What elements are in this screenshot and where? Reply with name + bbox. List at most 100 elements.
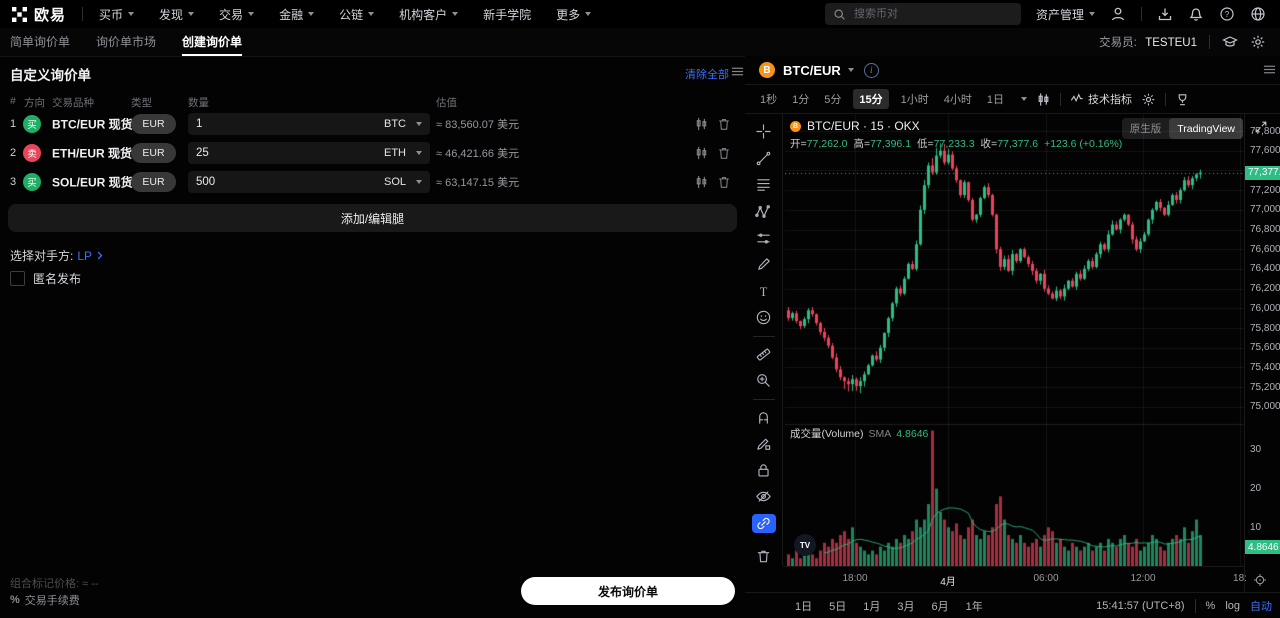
quantity-input[interactable]	[188, 116, 358, 131]
hide-drawings-tool-icon[interactable]	[752, 487, 776, 507]
unit-select[interactable]: ETH	[384, 147, 430, 159]
long-position-tool-icon[interactable]	[752, 228, 776, 248]
timeframe-1分[interactable]: 1分	[792, 94, 810, 106]
indicators-button[interactable]: 技术指标	[1070, 91, 1132, 107]
view-chart-icon[interactable]	[694, 174, 709, 189]
candle-style-icon[interactable]	[1036, 92, 1051, 107]
settings-gear-icon[interactable]	[1250, 34, 1266, 50]
unit-select[interactable]: SOL	[384, 176, 430, 188]
chevron-right-icon[interactable]	[113, 144, 123, 162]
crosshair-tool-icon[interactable]	[752, 122, 776, 142]
quantity-input[interactable]	[188, 145, 358, 160]
clock[interactable]: 15:41:57 (UTC+8)	[1096, 599, 1185, 612]
nav-item-8[interactable]: 更多	[556, 6, 592, 23]
chevron-down-icon[interactable]	[847, 68, 854, 72]
chart-settings-gear-icon[interactable]	[1141, 92, 1156, 107]
tab-3[interactable]: 创建询价单	[182, 28, 243, 56]
time-axis[interactable]: 18:00 4月 06:00 12:00 18:	[783, 566, 1247, 593]
view-chart-icon[interactable]	[694, 145, 709, 160]
publish-rfq-button[interactable]: 发布询价单	[521, 577, 735, 605]
pair-label[interactable]: BTC/EUR 现货	[52, 117, 133, 131]
profile-icon[interactable]	[1110, 6, 1126, 22]
nav-item-3[interactable]: 交易	[219, 6, 255, 23]
ruler-tool-icon[interactable]	[752, 344, 776, 364]
tab-2[interactable]: 询价单市场	[96, 34, 157, 49]
chevron-right-icon[interactable]	[113, 115, 123, 133]
timeframe-4小时[interactable]: 4小时	[943, 94, 972, 106]
timeframe-15分[interactable]: 15分	[853, 89, 889, 109]
chart-menu-icon[interactable]	[1263, 63, 1276, 76]
reset-chart-icon[interactable]	[1253, 573, 1267, 587]
search-input[interactable]	[851, 7, 996, 21]
range-5日[interactable]: 5日	[829, 600, 847, 613]
fullscreen-icon[interactable]	[1254, 120, 1268, 134]
range-6月[interactable]: 6月	[931, 600, 949, 613]
view-chart-icon[interactable]	[694, 116, 709, 131]
timeframe-1小时[interactable]: 1小时	[900, 94, 929, 106]
chart-symbol[interactable]: BTC/EUR	[783, 62, 841, 78]
quantity-input[interactable]	[188, 174, 358, 189]
delete-leg-icon[interactable]	[717, 146, 731, 160]
trading-competition-icon[interactable]	[1175, 92, 1190, 107]
assets-menu[interactable]: 资产管理	[1036, 6, 1095, 23]
percent-scale-button[interactable]: %	[1205, 599, 1216, 612]
pair-label[interactable]: ETH/EUR 现货	[52, 146, 133, 160]
anonymous-checkbox[interactable]	[10, 271, 25, 286]
nav-item-7[interactable]: 新手学院	[483, 6, 531, 23]
price-chart-canvas[interactable]	[785, 114, 1244, 566]
nav-item-1[interactable]: 买币	[99, 6, 135, 23]
brush-tool-icon[interactable]	[752, 255, 776, 275]
fib-retracement-tool-icon[interactable]	[752, 175, 776, 195]
nav-item-4[interactable]: 金融	[279, 6, 315, 23]
delete-leg-icon[interactable]	[717, 175, 731, 189]
panel-menu-icon[interactable]	[731, 65, 744, 78]
range-1月[interactable]: 1月	[863, 600, 881, 613]
nav-item-6[interactable]: 机构客户	[399, 6, 459, 23]
range-1日[interactable]: 1日	[795, 600, 813, 613]
drawing-mode-tool-icon[interactable]	[752, 434, 776, 454]
pair-label[interactable]: SOL/EUR 现货	[52, 175, 133, 189]
timeframe-5分[interactable]: 5分	[824, 94, 842, 106]
add-edit-legs-button[interactable]: 添加/编辑腿	[8, 204, 737, 232]
sync-drawings-tool-icon[interactable]	[751, 513, 776, 534]
nav-item-5[interactable]: 公链	[339, 6, 375, 23]
xabcd-pattern-tool-icon[interactable]	[752, 202, 776, 222]
emoji-tool-icon[interactable]	[752, 308, 776, 328]
search-box[interactable]	[824, 3, 1021, 25]
range-3月[interactable]: 3月	[897, 600, 915, 613]
quantity-field[interactable]: SOL	[188, 170, 430, 193]
text-tool-icon[interactable]: T	[752, 281, 776, 301]
fee-row[interactable]: % 交易手续费	[10, 592, 80, 608]
clear-all-link[interactable]: 清除全部	[685, 69, 729, 81]
delete-leg-icon[interactable]	[717, 117, 731, 131]
unit-select[interactable]: BTC	[384, 118, 430, 130]
magnet-tool-icon[interactable]	[752, 407, 776, 427]
info-icon[interactable]: i	[863, 62, 879, 78]
timeframe-1日[interactable]: 1日	[986, 94, 1004, 106]
counterparty-link[interactable]: LP	[77, 249, 105, 263]
type-pill[interactable]: EUR	[131, 171, 176, 192]
zoom-in-tool-icon[interactable]	[752, 371, 776, 391]
tutorial-hat-icon[interactable]	[1222, 34, 1238, 50]
auto-scale-button[interactable]: 自动	[1250, 600, 1272, 613]
help-icon[interactable]: ?	[1219, 6, 1235, 22]
chevron-right-icon[interactable]	[113, 173, 123, 191]
range-1年[interactable]: 1年	[965, 600, 983, 613]
trend-line-tool-icon[interactable]	[752, 149, 776, 169]
nav-item-2[interactable]: 发现	[159, 6, 195, 23]
lock-drawings-tool-icon[interactable]	[752, 461, 776, 481]
okx-logo[interactable]: 欧易	[0, 4, 66, 25]
remove-drawings-tool-icon[interactable]	[752, 546, 776, 566]
notifications-icon[interactable]	[1188, 6, 1204, 22]
interval-dropdown-icon[interactable]	[1021, 97, 1027, 101]
quantity-field[interactable]: BTC	[188, 112, 430, 135]
tab-1[interactable]: 简单询价单	[10, 34, 71, 49]
language-globe-icon[interactable]	[1250, 6, 1266, 22]
download-app-icon[interactable]	[1157, 6, 1173, 22]
type-pill[interactable]: EUR	[131, 142, 176, 163]
quantity-field[interactable]: ETH	[188, 141, 430, 164]
timeframe-1秒[interactable]: 1秒	[760, 94, 778, 106]
log-scale-button[interactable]: log	[1225, 599, 1240, 612]
tradingview-logo[interactable]: TV	[794, 534, 816, 556]
type-pill[interactable]: EUR	[131, 113, 176, 134]
